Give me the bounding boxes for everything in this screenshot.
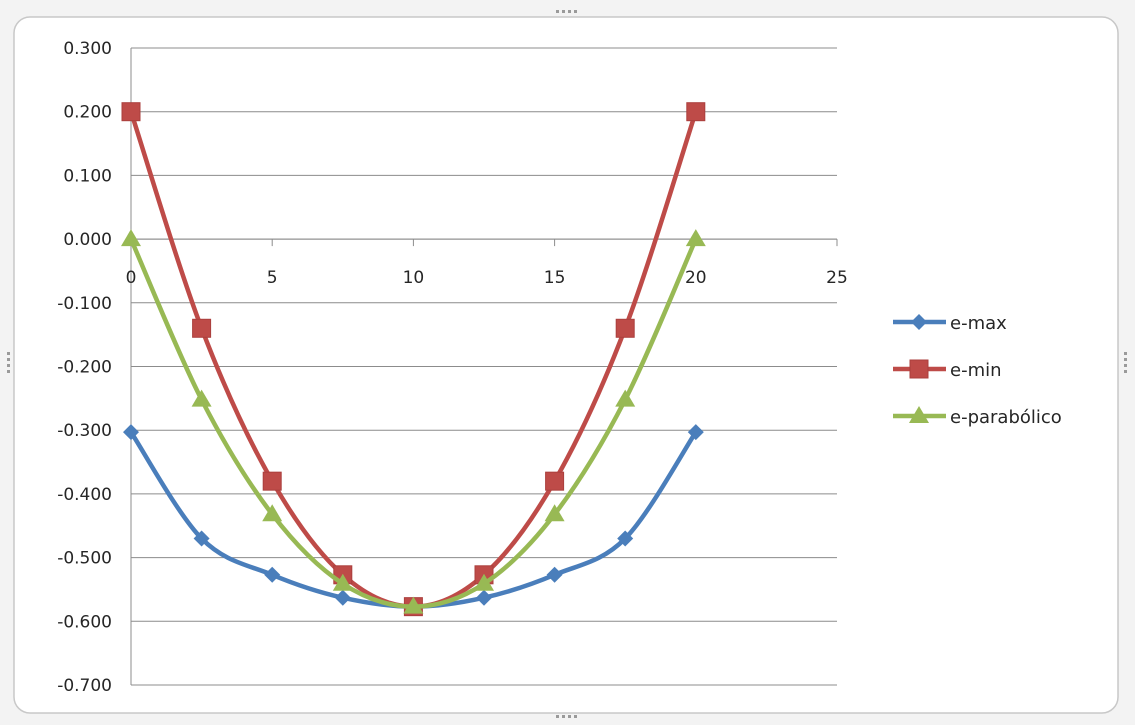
y-tick-label: -0.300 — [57, 421, 112, 441]
y-tick-label: -0.200 — [57, 358, 112, 378]
y-tick-label: 0.200 — [63, 103, 112, 123]
legend-label: e-parabólico — [950, 407, 1062, 428]
resize-handle-bottom[interactable] — [556, 715, 577, 718]
data-point-square — [121, 102, 141, 122]
legend-entry: e-min — [893, 359, 1002, 381]
data-point-diamond — [546, 566, 563, 583]
y-tick-label: -0.700 — [57, 676, 112, 696]
data-point-diamond — [193, 530, 210, 547]
resize-handle-left[interactable] — [7, 352, 10, 373]
data-point-diamond — [264, 566, 281, 583]
data-point-diamond — [687, 424, 704, 441]
y-tick-label: -0.500 — [57, 549, 112, 569]
data-point-triangle — [191, 389, 212, 407]
legend-marker — [911, 314, 927, 330]
series-e-parab-lico — [121, 229, 706, 614]
x-tick-label: 25 — [826, 268, 848, 288]
data-point-diamond — [123, 424, 139, 441]
data-point-square — [262, 471, 282, 491]
legend-marker — [909, 359, 929, 379]
data-point-triangle — [685, 229, 706, 247]
y-tick-label: 0.100 — [63, 166, 112, 186]
data-point-triangle — [262, 504, 283, 522]
legend-label: e-max — [950, 313, 1007, 334]
x-tick-label: 10 — [403, 268, 425, 288]
data-point-square — [686, 102, 706, 122]
data-point-square — [192, 318, 212, 338]
plot-area: 0.300 0.200 0.100 0.000 -0.100 -0.200 -0.300 -0… — [57, 39, 848, 696]
y-tick-label: -0.600 — [57, 612, 112, 632]
x-tick-label: 20 — [685, 268, 707, 288]
data-point-triangle — [615, 389, 636, 407]
legend: e-max e-min e-parabólico — [893, 313, 1062, 428]
data-point-square — [615, 318, 635, 338]
data-point-triangle — [332, 573, 353, 591]
x-tick-label: 15 — [544, 268, 566, 288]
y-tick-label: 0.300 — [63, 39, 112, 59]
legend-marker — [909, 406, 929, 423]
x-tick-label: 0 — [126, 268, 137, 288]
resize-handle-right[interactable] — [1124, 352, 1127, 373]
data-point-triangle — [544, 504, 565, 522]
legend-entry: e-parabólico — [893, 406, 1062, 428]
data-point-triangle — [403, 596, 424, 614]
data-point-diamond — [334, 589, 351, 606]
legend-label: e-min — [950, 360, 1002, 381]
data-point-square — [545, 471, 565, 491]
data-point-diamond — [617, 530, 634, 547]
y-tick-label: -0.400 — [57, 485, 112, 505]
data-point-triangle — [121, 229, 141, 247]
data-point-diamond — [476, 589, 492, 606]
x-tick-label: 5 — [267, 268, 278, 288]
y-tick-label: -0.100 — [57, 294, 112, 314]
legend-entry: e-max — [893, 313, 1007, 334]
data-point-triangle — [474, 573, 494, 591]
resize-handle-top[interactable] — [556, 10, 577, 13]
y-tick-label: 0.000 — [63, 230, 112, 250]
